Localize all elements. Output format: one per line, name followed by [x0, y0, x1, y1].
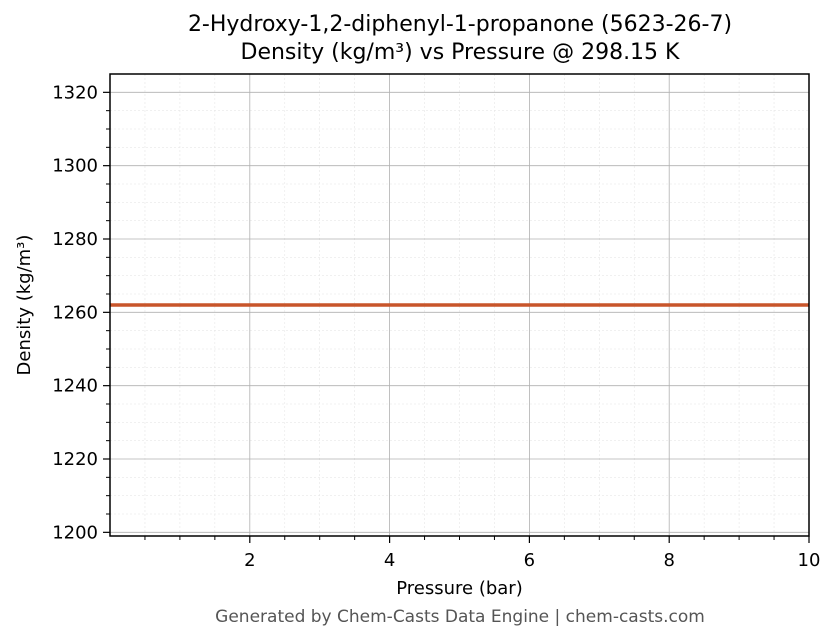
y-tick-label: 1260 [52, 302, 98, 323]
tick-labels: 2 4 6 8 10 1200 1220 1240 1260 1280 1300 1320 [52, 82, 820, 571]
chart-subtitle: Density (kg/m³) vs Pressure @ 298.15 K [240, 40, 680, 65]
axis-ticks [103, 91, 810, 543]
y-tick-label: 1280 [52, 229, 98, 250]
x-tick-label: 10 [798, 550, 821, 571]
x-tick-label: 4 [384, 550, 395, 571]
y-tick-label: 1220 [52, 449, 98, 470]
chart-title: 2-Hydroxy-1,2-diphenyl-1-propanone (5623… [187, 12, 733, 37]
x-tick-label: 6 [524, 550, 535, 571]
y-tick-label: 1200 [52, 522, 98, 543]
y-tick-label: 1320 [52, 82, 98, 103]
x-tick-label: 2 [244, 550, 255, 571]
y-axis-label: Density (kg/m³) [14, 235, 35, 376]
x-tick-label: 8 [663, 550, 674, 571]
y-tick-label: 1240 [52, 376, 98, 397]
footer-credit: Generated by Chem-Casts Data Engine | ch… [215, 607, 705, 627]
x-axis-label: Pressure (bar) [396, 578, 522, 599]
y-tick-label: 1300 [52, 156, 98, 177]
